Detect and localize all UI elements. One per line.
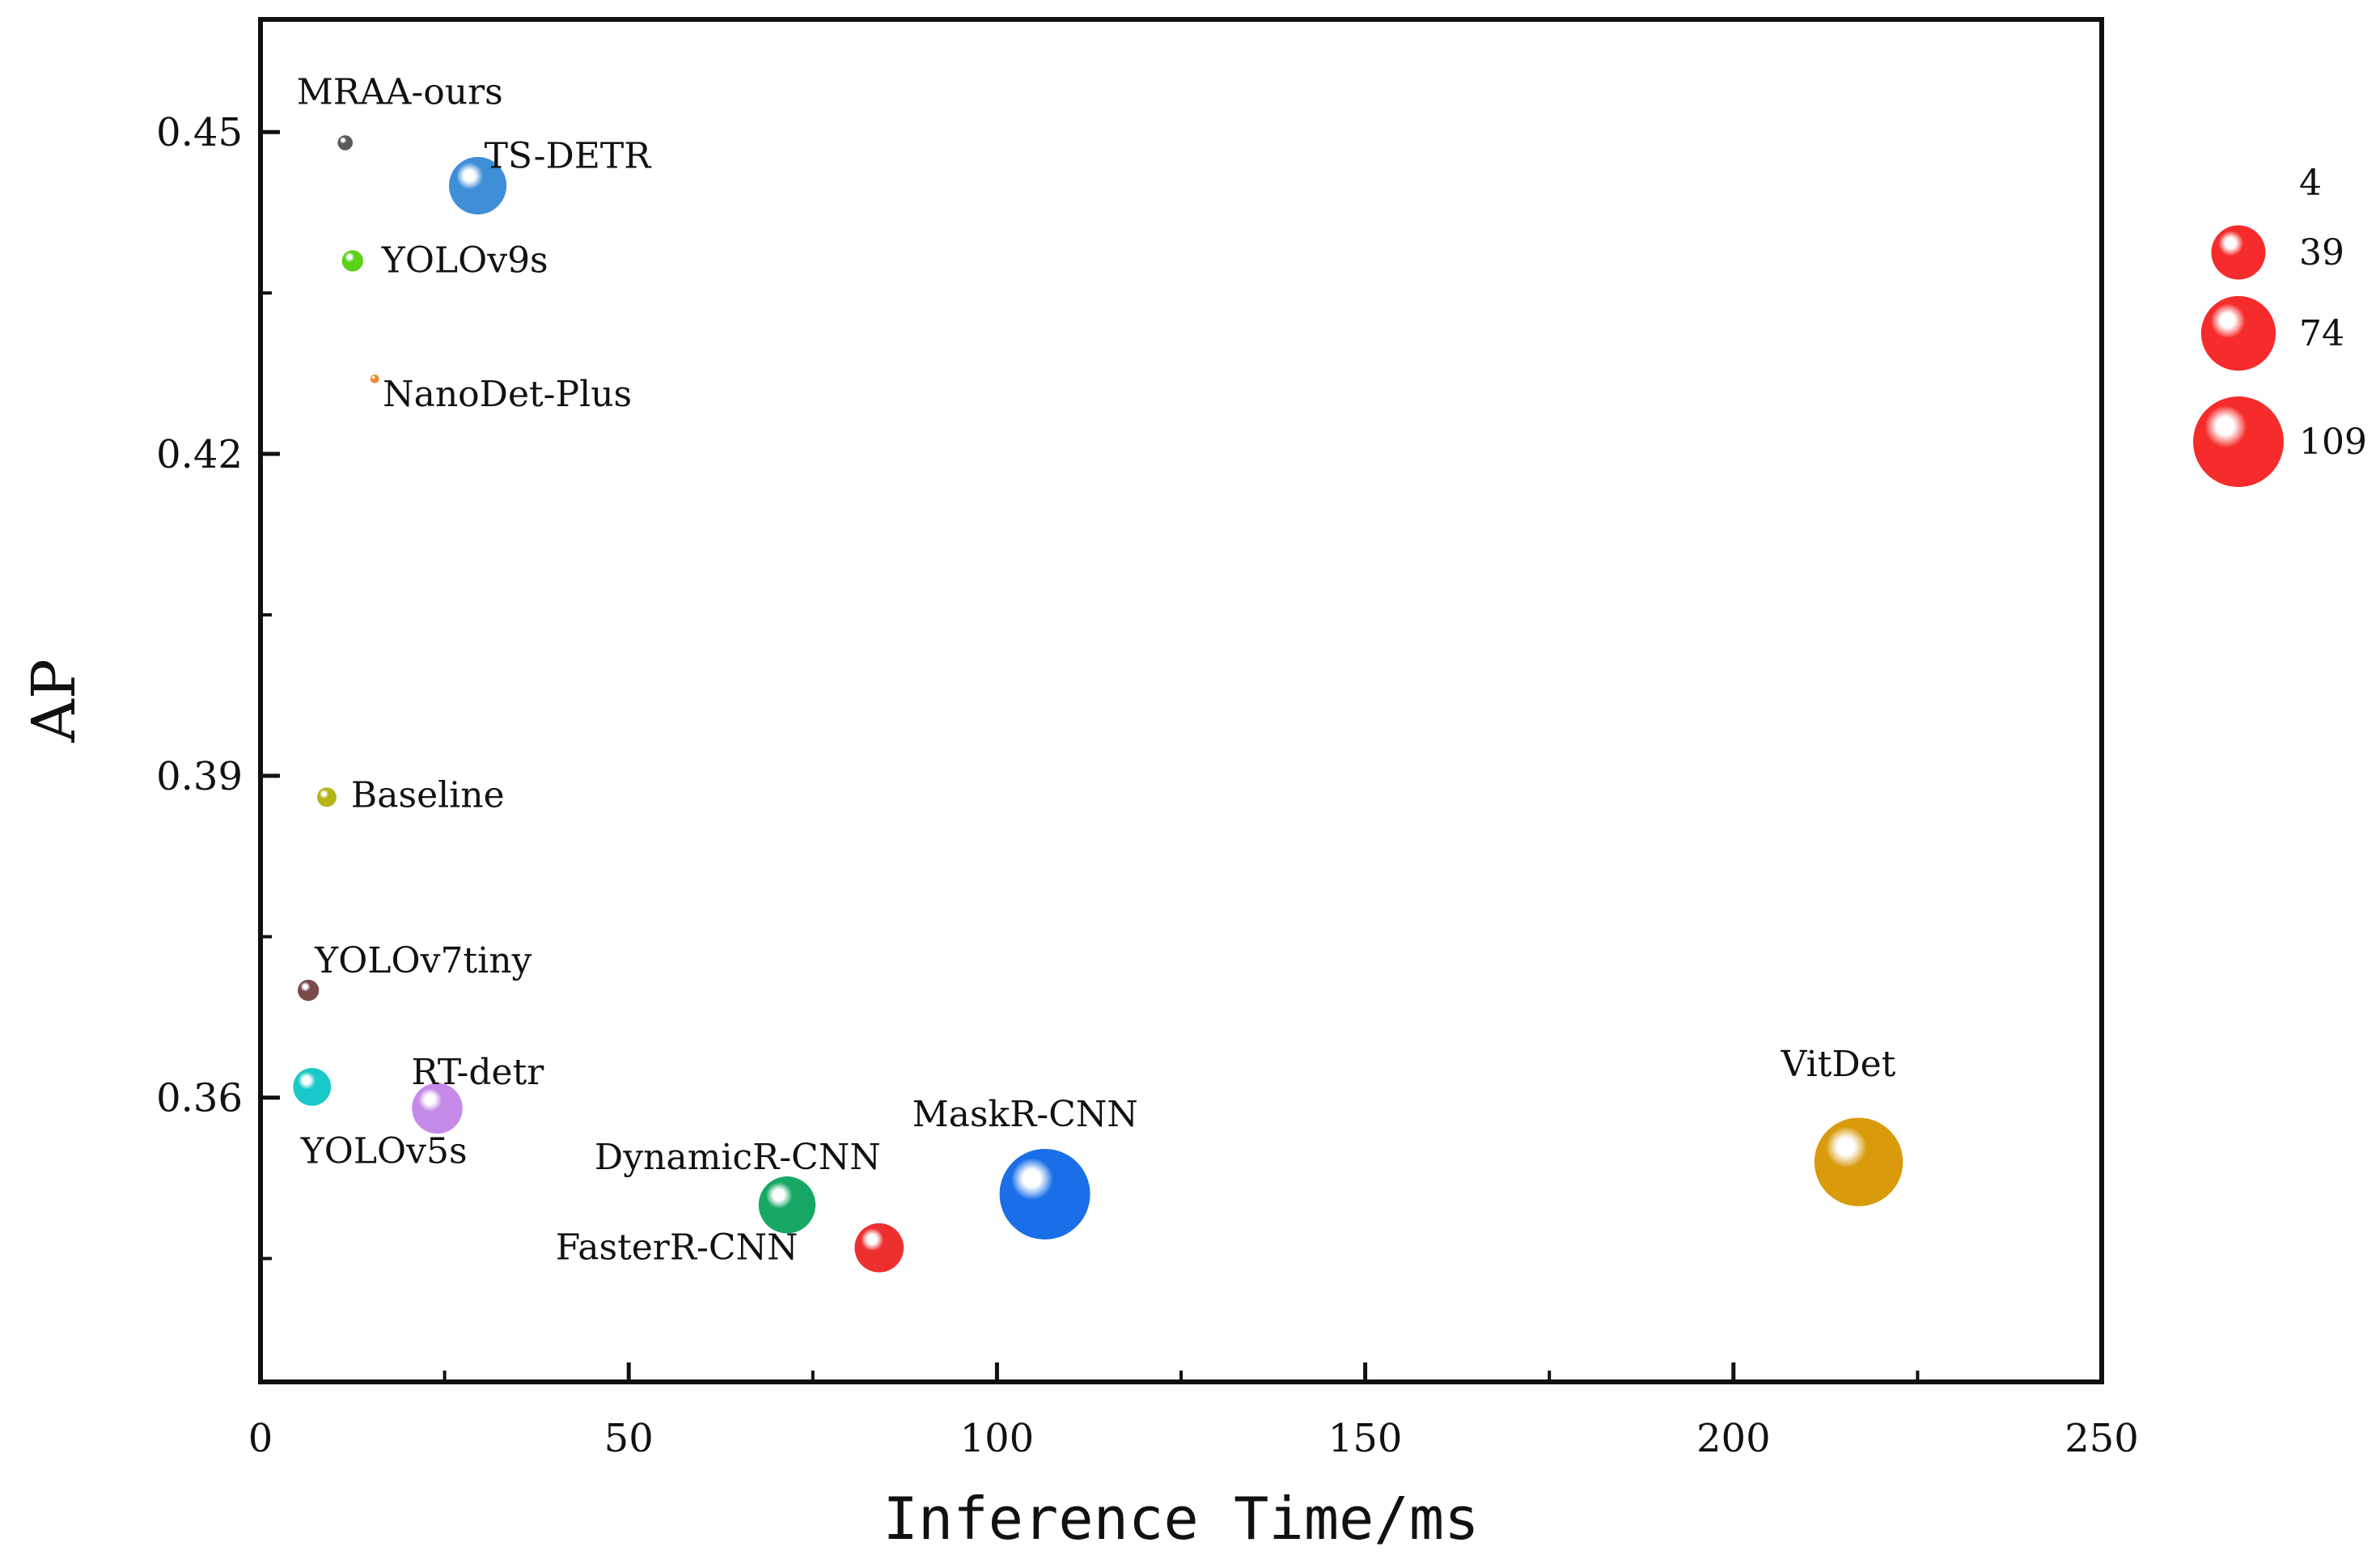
x-tick-label: 100	[960, 1416, 1035, 1461]
bubble-ts-detr	[448, 156, 507, 215]
point-label: Baseline	[351, 774, 505, 816]
x-tick-label: 50	[604, 1416, 654, 1461]
point-labels: MRAA-ours TS-DETR YOLOv9s NanoDet-Plus Basel…	[297, 71, 1896, 1268]
bubble-yolov5s	[293, 1067, 332, 1106]
y-tick-label: 0.45	[156, 110, 243, 155]
y-axis-label: AP	[19, 659, 89, 743]
y-tick-label: 0.36	[156, 1076, 243, 1121]
bubble-yolov7tiny	[298, 979, 320, 1002]
size-legend: 4 39 74 109	[2193, 163, 2367, 487]
legend-bubble	[2193, 396, 2284, 487]
x-axis-label: Inference Time/ms	[883, 1485, 1480, 1553]
x-tick-label: 200	[1696, 1416, 1771, 1461]
point-label: MaskR-CNN	[913, 1094, 1138, 1135]
y-axis: 0.36 0.39 0.42 0.45	[156, 110, 280, 1261]
point-label: RT-detr	[411, 1052, 544, 1093]
legend-bubble	[2211, 225, 2266, 280]
bubble-vitdet	[1814, 1117, 1904, 1206]
legend-size-label: 74	[2299, 313, 2344, 354]
point-label: YOLOv9s	[381, 239, 548, 281]
x-axis: 0 50 100 150 200 250	[248, 1362, 2139, 1461]
point-label: FasterR-CNN	[556, 1227, 798, 1268]
legend-size-label: 109	[2299, 422, 2367, 463]
y-tick-label: 0.39	[156, 754, 243, 799]
point-label: YOLOv7tiny	[314, 940, 531, 981]
x-tick-label: 0	[248, 1416, 273, 1461]
bubble-baseline	[316, 787, 337, 807]
y-tick-label: 0.42	[156, 432, 243, 477]
bubble-dynamicr-cnn	[758, 1176, 816, 1234]
point-label: DynamicR-CNN	[595, 1137, 881, 1178]
data-series	[293, 135, 1904, 1273]
point-label: MRAA-ours	[297, 71, 503, 112]
legend-size-label: 39	[2299, 232, 2344, 273]
legend-bubble	[2200, 295, 2276, 371]
legend-size-label: 4	[2299, 163, 2322, 204]
point-label: TS-DETR	[485, 136, 653, 177]
point-label: VitDet	[1781, 1044, 1896, 1085]
bubble-rt-detr	[412, 1083, 463, 1134]
bubble-mraa-ours	[337, 135, 353, 150]
x-tick-label: 150	[1328, 1416, 1403, 1461]
bubble-maskr-cnn	[999, 1148, 1090, 1240]
bubble-nanodet-plus	[370, 374, 379, 384]
point-label: NanoDet-Plus	[383, 374, 632, 415]
point-label: YOLOv5s	[300, 1130, 468, 1172]
bubble-fasterr-cnn	[854, 1223, 904, 1273]
x-tick-label: 250	[2065, 1416, 2139, 1461]
bubble-yolov9s	[341, 250, 363, 272]
